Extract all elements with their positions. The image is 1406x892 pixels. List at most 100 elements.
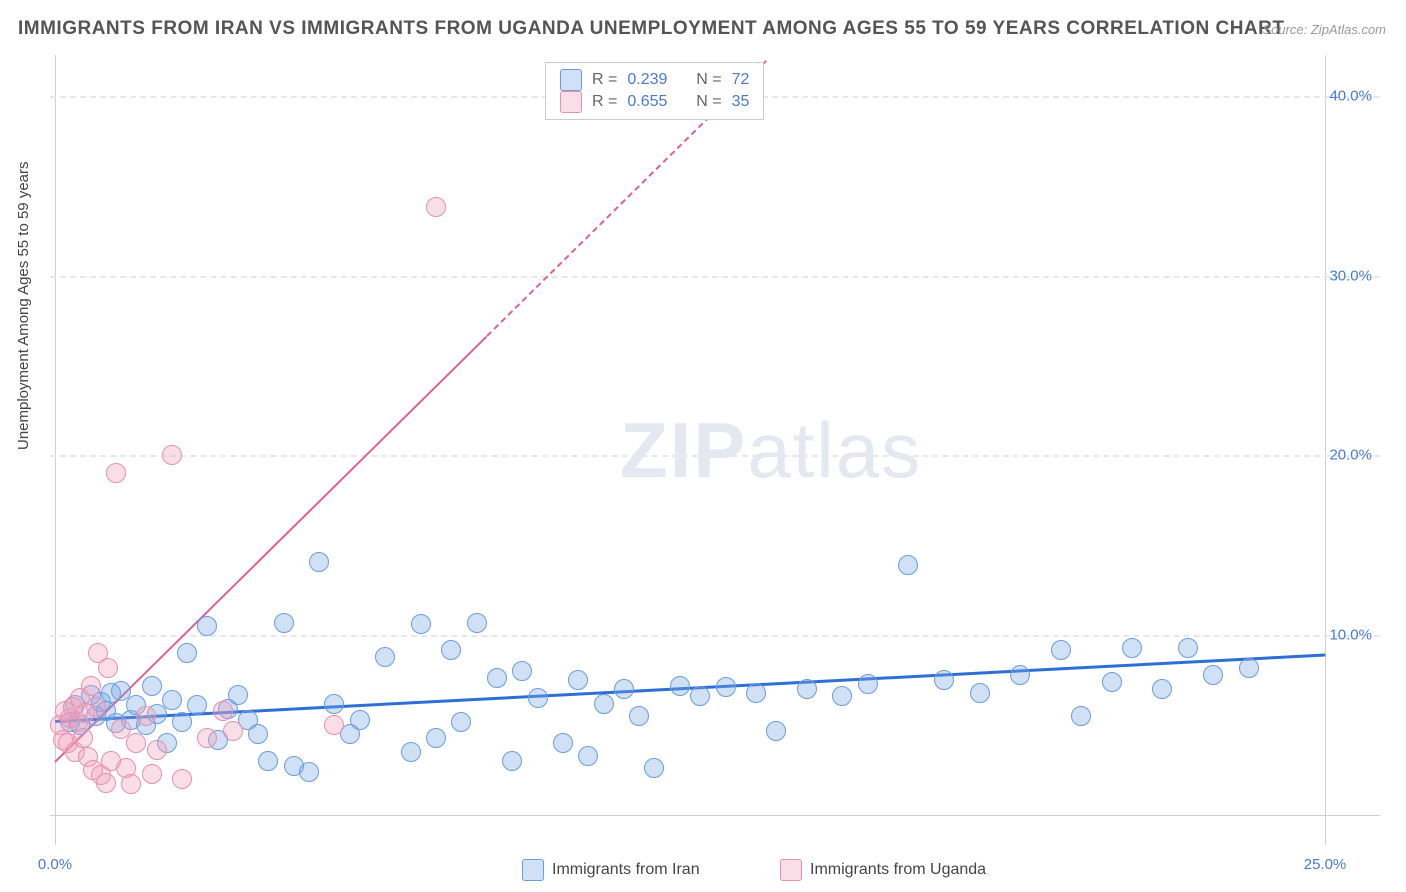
y-tick-label: 30.0%	[1329, 267, 1372, 284]
data-point	[86, 697, 106, 717]
data-point	[172, 769, 192, 789]
data-point	[228, 685, 248, 705]
data-point	[629, 706, 649, 726]
data-point	[502, 751, 522, 771]
data-point	[324, 694, 344, 714]
data-point	[594, 694, 614, 714]
data-point	[512, 661, 532, 681]
data-point	[1102, 672, 1122, 692]
y-axis-line-right	[1325, 55, 1326, 845]
data-point	[487, 668, 507, 688]
n-label: N =	[696, 93, 721, 111]
data-point	[690, 686, 710, 706]
r-label: R =	[592, 71, 617, 89]
data-point	[441, 640, 461, 660]
legend-row: R = 0.239 N = 72	[560, 69, 749, 91]
data-point	[177, 643, 197, 663]
data-point	[350, 710, 370, 730]
data-point	[1010, 665, 1030, 685]
data-point	[309, 552, 329, 572]
data-point	[858, 674, 878, 694]
data-point	[1178, 638, 1198, 658]
legend-swatch	[780, 859, 802, 881]
data-point	[766, 721, 786, 741]
data-point	[1203, 665, 1223, 685]
x-axis-line	[50, 815, 1380, 816]
legend-swatch	[560, 91, 582, 113]
data-point	[126, 733, 146, 753]
data-point	[142, 764, 162, 784]
data-point	[375, 647, 395, 667]
watermark: ZIPatlas	[620, 405, 922, 496]
r-value: 0.239	[627, 71, 667, 89]
data-point	[467, 613, 487, 633]
data-point	[1122, 638, 1142, 658]
data-point	[898, 555, 918, 575]
data-point	[614, 679, 634, 699]
data-point	[121, 774, 141, 794]
data-point	[142, 676, 162, 696]
y-tick-label: 10.0%	[1329, 627, 1372, 644]
source-attribution: Source: ZipAtlas.com	[1262, 22, 1386, 37]
correlation-legend: R =0.239 N =72R =0.655 N =35	[545, 62, 764, 120]
watermark-bold: ZIP	[620, 406, 747, 494]
data-point	[162, 445, 182, 465]
data-point	[1051, 640, 1071, 660]
data-point	[1071, 706, 1091, 726]
data-point	[187, 695, 207, 715]
data-point	[832, 686, 852, 706]
legend-swatch	[522, 859, 544, 881]
r-label: R =	[592, 93, 617, 111]
data-point	[162, 690, 182, 710]
legend-row: R =0.655 N =35	[560, 91, 749, 113]
data-point	[96, 773, 116, 793]
chart-title: IMMIGRANTS FROM IRAN VS IMMIGRANTS FROM …	[18, 18, 1284, 40]
data-point	[136, 706, 156, 726]
data-point	[81, 676, 101, 696]
data-point	[98, 658, 118, 678]
legend-label: Immigrants from Uganda	[810, 861, 986, 879]
series-legend-item: Immigrants from Uganda	[780, 859, 986, 881]
legend-swatch	[560, 69, 582, 91]
data-point	[248, 724, 268, 744]
data-point	[299, 762, 319, 782]
series-legend-item: Immigrants from Iran	[522, 859, 700, 881]
n-value: 35	[732, 93, 750, 111]
data-point	[797, 679, 817, 699]
watermark-light: atlas	[747, 406, 922, 494]
data-point	[528, 688, 548, 708]
data-point	[197, 728, 217, 748]
data-point	[426, 197, 446, 217]
gridline	[50, 635, 1380, 637]
data-point	[401, 742, 421, 762]
data-point	[324, 715, 344, 735]
data-point	[411, 614, 431, 634]
data-point	[223, 721, 243, 741]
x-tick-label: 25.0%	[1304, 856, 1347, 873]
data-point	[426, 728, 446, 748]
y-tick-label: 20.0%	[1329, 447, 1372, 464]
data-point	[716, 677, 736, 697]
data-point	[644, 758, 664, 778]
data-point	[553, 733, 573, 753]
data-point	[274, 613, 294, 633]
data-point	[746, 683, 766, 703]
data-point	[258, 751, 278, 771]
scatter-plot: ZIPatlas 10.0%20.0%30.0%40.0%0.0%25.0%R …	[50, 55, 1380, 845]
data-point	[73, 728, 93, 748]
data-point	[578, 746, 598, 766]
data-point	[197, 616, 217, 636]
data-point	[106, 463, 126, 483]
n-label: N =	[696, 71, 721, 89]
data-point	[670, 676, 690, 696]
data-point	[147, 740, 167, 760]
n-value: 72	[732, 71, 750, 89]
data-point	[970, 683, 990, 703]
legend-label: Immigrants from Iran	[552, 861, 700, 879]
y-axis-label: Unemployment Among Ages 55 to 59 years	[15, 161, 32, 450]
data-point	[213, 701, 233, 721]
data-point	[451, 712, 471, 732]
gridline	[50, 276, 1380, 278]
y-tick-label: 40.0%	[1329, 87, 1372, 104]
data-point	[568, 670, 588, 690]
